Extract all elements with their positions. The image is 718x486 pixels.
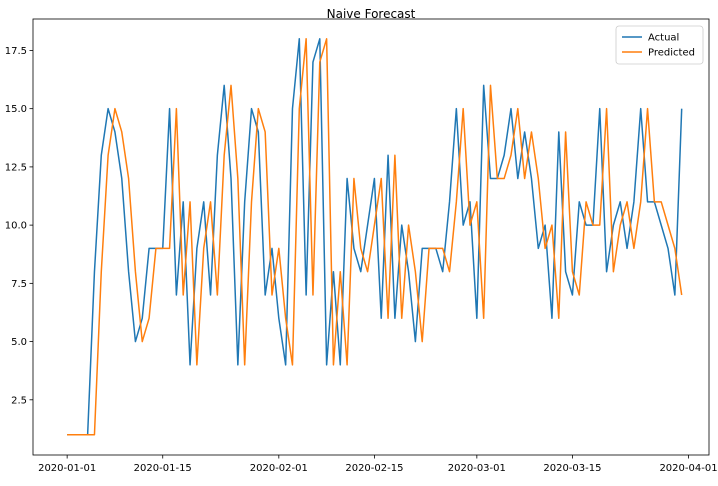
y-tick-label: 12.5 xyxy=(5,162,27,173)
y-tick-label: 2.5 xyxy=(11,395,27,406)
x-tick-label: 2020-01-01 xyxy=(38,463,96,474)
x-tick-label: 2020-03-01 xyxy=(448,463,506,474)
series-line-predicted xyxy=(67,38,683,436)
x-tick-label: 2020-01-15 xyxy=(134,463,192,474)
x-tick-label: 2020-02-15 xyxy=(345,463,403,474)
chart-title: Naive Forecast xyxy=(327,7,416,21)
y-tick-label: 17.5 xyxy=(5,46,27,57)
legend-label-predicted: Predicted xyxy=(648,48,695,59)
axes: 2020-01-01 2020-01-15 2020-02-01 2020-02-15… xyxy=(5,46,718,474)
x-tick-label: 2020-04-01 xyxy=(659,463,717,474)
plot-area xyxy=(67,38,683,436)
y-tick-label: 10.0 xyxy=(5,221,27,232)
y-tick-label: 5.0 xyxy=(11,337,27,348)
series-line-actual xyxy=(67,38,683,436)
x-tick-label: 2020-02-01 xyxy=(250,463,308,474)
plot-frame xyxy=(32,18,710,456)
y-tick-label: 7.5 xyxy=(11,279,27,290)
legend-box xyxy=(615,25,704,65)
legend-label-actual: Actual xyxy=(648,33,679,44)
y-tick-label: 15.0 xyxy=(5,104,27,115)
legend: Actual Predicted xyxy=(615,25,704,65)
x-tick-label: 2020-03-15 xyxy=(543,463,601,474)
